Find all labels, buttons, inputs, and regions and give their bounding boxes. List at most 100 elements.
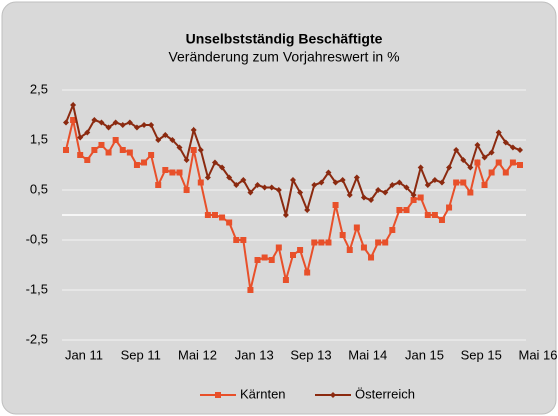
marker [211,159,218,166]
marker [268,257,275,263]
y-tick-label: 2,5 [30,81,48,96]
marker [389,182,396,188]
marker [141,159,148,166]
legend-label: Österreich [355,386,415,401]
marker [360,244,367,251]
marker [502,139,509,146]
x-tick-label: Mai 16 [518,347,557,362]
marker [183,157,190,163]
marker [517,147,523,153]
marker [368,197,375,203]
marker [481,154,488,161]
marker [247,287,254,293]
marker [226,174,233,181]
marker [70,117,77,123]
marker [282,212,289,218]
marker [176,169,183,176]
marker [431,177,438,183]
marker [368,254,375,261]
marker [311,182,318,188]
marker [339,232,346,238]
marker [261,254,268,261]
marker [91,147,98,153]
marker [353,224,360,231]
marker [219,164,226,171]
marker [460,179,467,186]
marker [360,194,367,201]
marker [275,187,282,193]
marker [410,192,417,198]
y-tick-label: 0,5 [30,181,48,196]
marker [382,239,389,246]
y-tick-label: -2,5 [26,331,48,346]
marker [509,144,516,151]
y-tick-label: -0,5 [26,231,48,246]
marker [410,197,417,203]
marker [474,142,481,148]
marker [467,189,474,196]
marker [424,212,431,218]
marker [375,187,382,193]
marker [254,182,261,188]
marker [297,189,304,196]
marker [233,182,240,188]
marker [495,129,502,136]
marker [396,207,403,213]
marker [169,169,176,176]
marker [417,164,424,171]
marker [438,217,445,223]
marker [204,212,211,218]
marker [240,237,247,243]
marker [488,149,495,156]
marker [155,182,162,188]
marker [382,189,389,196]
marker [176,144,183,151]
marker [396,179,403,186]
marker [275,244,282,251]
marker [467,164,474,171]
marker [353,174,360,181]
marker [254,257,261,263]
x-tick-label: Mai 12 [178,347,217,362]
marker [282,277,289,283]
marker [84,129,91,136]
marker [112,137,119,143]
marker [77,134,84,141]
y-tick-label: 1,5 [30,131,48,146]
legend-label: Kärnten [240,386,286,401]
legend-marker [215,392,221,398]
marker [141,122,148,128]
marker [290,177,296,183]
marker [453,147,460,153]
marker [261,184,268,191]
marker [63,119,69,126]
marker [204,174,211,181]
marker [311,239,318,246]
series-markers [63,117,523,293]
marker [190,147,197,153]
marker [318,239,325,246]
marker [268,184,275,191]
marker [332,202,339,208]
series-markers [63,102,523,218]
marker [169,137,176,143]
marker [403,207,410,213]
marker [403,184,410,191]
marker [91,117,98,123]
marker [162,167,169,173]
marker [431,212,438,218]
x-tick-label: Mai 14 [348,347,387,362]
marker [240,177,247,183]
legend-marker [330,392,336,398]
marker [446,164,453,171]
marker [211,212,218,218]
marker [98,142,105,148]
marker [70,102,77,108]
marker [148,122,155,128]
marker [247,189,254,196]
marker [112,119,119,126]
x-tick-label: Sep 13 [290,347,331,362]
marker [98,119,105,126]
